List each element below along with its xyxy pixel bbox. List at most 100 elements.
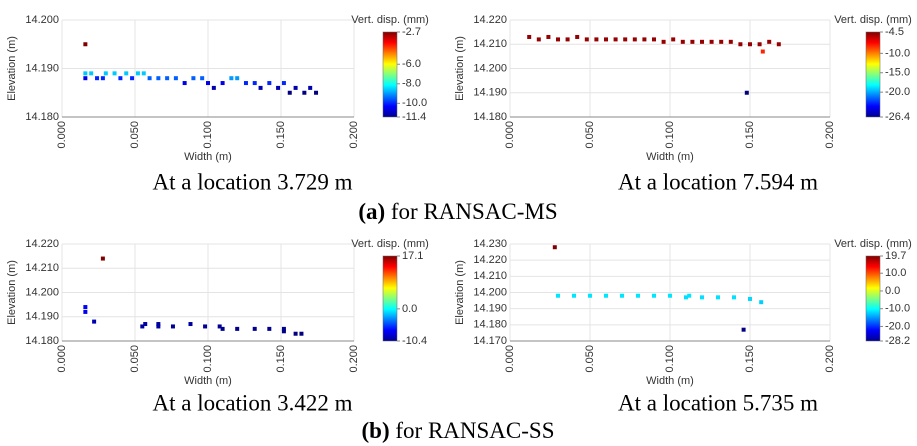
x-axis-label: Width (m) — [646, 375, 694, 387]
point — [103, 71, 108, 76]
point — [217, 324, 222, 329]
point — [623, 37, 628, 42]
point — [147, 76, 152, 81]
x-axis-label: Width (m) — [184, 375, 232, 387]
colorbar-title: Vert. disp. (mm) — [834, 238, 912, 250]
x-tick-label: 0.200 — [824, 121, 836, 149]
point — [229, 76, 234, 81]
colorbar-tick-label: 0.0 — [885, 285, 900, 297]
point — [276, 85, 281, 90]
point — [252, 81, 257, 86]
point — [594, 37, 599, 42]
point — [235, 76, 240, 81]
x-tick-label: 0.150 — [744, 345, 756, 373]
point — [687, 293, 692, 298]
colorbar-tick-label: -10.0 — [885, 47, 910, 59]
point — [700, 295, 704, 300]
point — [211, 85, 216, 90]
point — [293, 331, 298, 336]
point — [604, 37, 608, 42]
x-tick-label: 0.100 — [202, 345, 214, 373]
y-tick-label: 14.220 — [25, 238, 59, 250]
colorbar — [382, 255, 398, 342]
x-tick-label: 0.050 — [129, 121, 141, 149]
point — [738, 42, 743, 47]
x-tick-label: 0.200 — [824, 345, 836, 373]
x-tick-label: 0.200 — [348, 345, 360, 373]
x-tick-label: 0.050 — [584, 345, 596, 373]
point — [281, 326, 286, 331]
colorbar — [865, 255, 881, 342]
point — [118, 76, 123, 81]
y-axis-label: Elevation (m) — [454, 36, 466, 101]
point — [200, 76, 205, 81]
colorbar-tick-label: -2.7 — [402, 26, 421, 38]
colorbar-tick-label: -26.4 — [885, 111, 910, 123]
point — [575, 34, 580, 39]
point — [716, 295, 720, 300]
colorbar-tick-label: -10.0 — [885, 303, 910, 315]
y-tick-label: 14.210 — [473, 270, 507, 282]
x-axis-label: Width (m) — [184, 151, 232, 163]
y-tick-label: 14.220 — [473, 254, 507, 266]
point — [709, 39, 714, 44]
y-tick-label: 14.230 — [473, 238, 507, 250]
colorbar-tick-label: -10.4 — [402, 335, 427, 347]
colorbar-tick-label: 19.7 — [885, 250, 906, 262]
point — [632, 37, 637, 42]
point — [748, 296, 752, 301]
x-tick-label: 0.200 — [348, 121, 360, 149]
point — [700, 39, 704, 44]
colorbar-tick-label: 17.1 — [402, 250, 423, 262]
y-tick-label: 14.180 — [473, 111, 507, 123]
colorbar-title: Vert. disp. (mm) — [834, 14, 912, 26]
x-tick-label: 0.150 — [275, 345, 287, 373]
chart-caption: At a location 5.735 m — [618, 390, 818, 415]
point — [584, 37, 589, 42]
y-tick-label: 14.220 — [473, 14, 507, 26]
point — [757, 42, 762, 47]
y-tick-label: 14.200 — [473, 286, 507, 298]
point — [748, 42, 752, 47]
point — [156, 324, 161, 329]
point — [767, 39, 772, 44]
point — [100, 76, 105, 81]
point — [299, 331, 304, 336]
y-tick-label: 14.200 — [25, 286, 59, 298]
point — [759, 300, 764, 305]
point — [83, 76, 88, 81]
point — [308, 85, 313, 90]
point — [604, 293, 608, 298]
point — [281, 81, 286, 86]
point — [130, 76, 135, 81]
point — [588, 293, 592, 298]
colorbar-tick-label: -4.5 — [885, 26, 904, 38]
x-tick-label: 0.100 — [202, 121, 214, 149]
x-tick-label: 0.150 — [744, 121, 756, 149]
point — [252, 326, 257, 331]
point — [203, 324, 208, 329]
point — [552, 245, 557, 250]
colorbar-tick-label: -20.0 — [885, 86, 910, 98]
point — [536, 37, 541, 42]
point — [572, 293, 576, 298]
x-tick-label: 0.050 — [584, 121, 596, 149]
point — [188, 322, 193, 327]
point — [220, 326, 225, 331]
point — [741, 327, 746, 332]
point — [95, 76, 100, 81]
point — [652, 37, 656, 42]
chart-caption: At a location 3.422 m — [153, 390, 353, 415]
colorbar-tick-label: -11.4 — [402, 111, 426, 123]
x-tick-label: 0.000 — [504, 121, 516, 149]
point — [314, 90, 319, 95]
colorbar-tick-label: -8.0 — [402, 78, 421, 90]
caption-text: for RANSAC-SS — [395, 418, 554, 443]
point — [719, 39, 724, 44]
colorbar — [382, 31, 398, 118]
x-tick-label: 0.000 — [504, 345, 516, 373]
y-tick-label: 14.190 — [473, 87, 507, 99]
x-tick-label: 0.100 — [664, 121, 676, 149]
y-tick-label: 14.190 — [25, 311, 59, 323]
point — [124, 71, 129, 76]
